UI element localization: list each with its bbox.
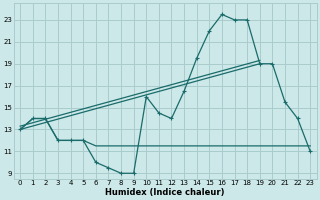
X-axis label: Humidex (Indice chaleur): Humidex (Indice chaleur) [106, 188, 225, 197]
